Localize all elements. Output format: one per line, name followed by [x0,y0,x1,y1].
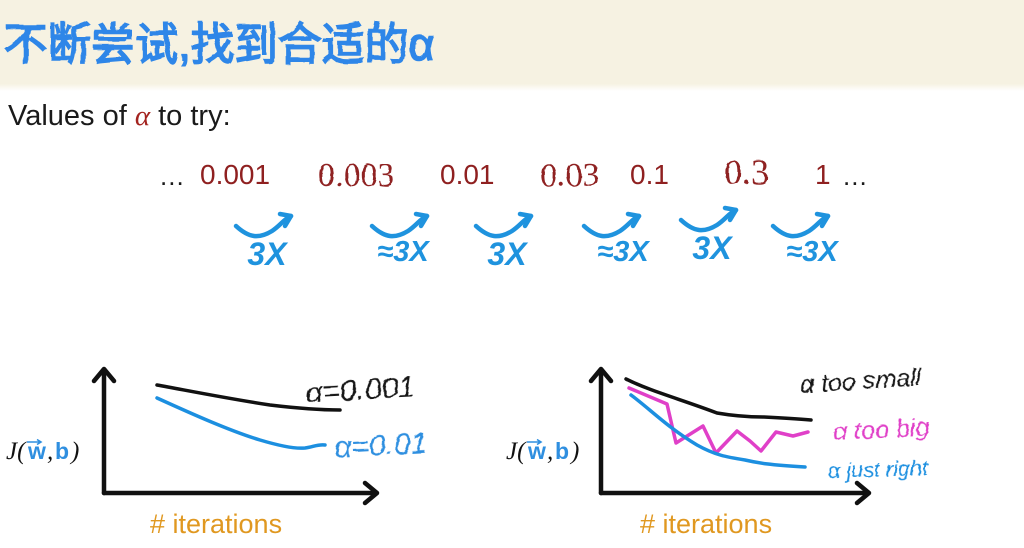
svg-text:α=0.01: α=0.01 [334,427,428,465]
svg-text:): ) [69,438,79,465]
svg-text:# iterations: # iterations [640,509,772,539]
svg-text:,: , [47,438,53,465]
svg-text:,: , [547,438,553,465]
svg-text:J(: J( [6,438,27,465]
svg-text:α too big: α too big [833,413,930,446]
svg-text:α=0.001: α=0.001 [305,371,416,410]
svg-text:α too small: α too small [800,363,924,399]
svg-text:b: b [555,438,569,464]
svg-text:J(: J( [506,438,527,465]
svg-text:# iterations: # iterations [150,509,282,539]
svg-text:): ) [569,438,579,465]
svg-text:α just right: α just right [828,455,930,484]
svg-text:不断尝试,找到合适的α: 不断尝试,找到合适的α [4,19,434,70]
svg-text:b: b [55,438,69,464]
